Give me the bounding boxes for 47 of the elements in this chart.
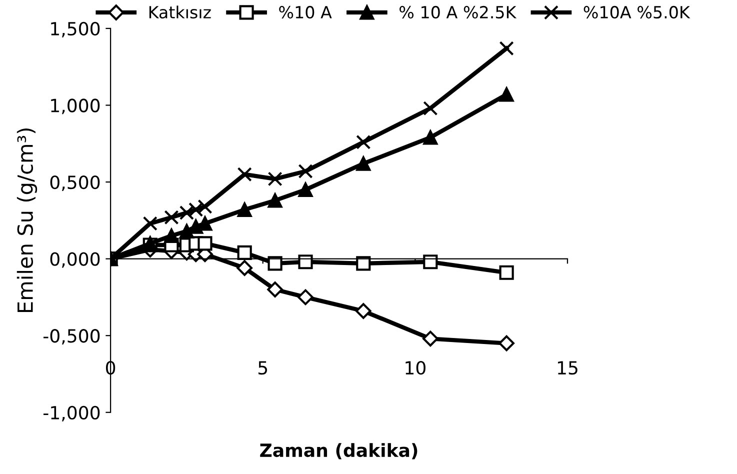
y-tick-label: -0,500 xyxy=(44,329,100,345)
y-tick-label: 1,500 xyxy=(51,22,100,38)
y-tick-label: -1,000 xyxy=(44,406,100,422)
point xyxy=(298,164,313,179)
point xyxy=(298,182,313,197)
point xyxy=(237,202,252,217)
point xyxy=(198,236,212,251)
point xyxy=(499,41,514,56)
point xyxy=(356,134,371,150)
point xyxy=(422,330,438,347)
y-axis-title: Emilen Su (g/cm³) xyxy=(16,128,38,312)
point xyxy=(236,260,253,276)
point xyxy=(423,254,438,270)
point xyxy=(164,210,179,225)
y-tick-label: 1,000 xyxy=(51,98,100,114)
legend-label: %10 A xyxy=(279,6,332,19)
x-tick-label: 15 xyxy=(558,361,578,375)
legend-label: % 10 A %2.5K xyxy=(400,6,517,19)
point xyxy=(499,265,514,280)
point xyxy=(355,303,372,319)
point xyxy=(423,101,438,116)
point xyxy=(142,216,158,231)
point xyxy=(298,289,314,306)
point xyxy=(237,245,252,260)
point xyxy=(498,335,514,352)
point xyxy=(179,205,194,220)
y-tick-label: 0,000 xyxy=(50,252,100,268)
point xyxy=(298,254,313,270)
legend-label: Katkısız xyxy=(149,6,211,19)
y-tick-label: 0,500 xyxy=(50,175,100,191)
point xyxy=(356,256,371,271)
point xyxy=(268,193,282,208)
point xyxy=(423,130,438,145)
x-axis-title: Zaman (dakika) xyxy=(260,443,418,460)
point xyxy=(179,224,194,238)
point xyxy=(237,167,252,182)
point xyxy=(164,228,179,244)
x-tick-label: 5 xyxy=(258,361,268,375)
x-tick-label: 10 xyxy=(406,360,426,375)
point xyxy=(267,282,283,298)
point xyxy=(188,202,204,217)
point xyxy=(356,156,371,171)
point xyxy=(198,199,212,214)
legend-label: %10A %5.0K xyxy=(584,6,690,19)
point xyxy=(499,87,514,102)
point xyxy=(268,172,282,186)
point xyxy=(268,256,282,271)
